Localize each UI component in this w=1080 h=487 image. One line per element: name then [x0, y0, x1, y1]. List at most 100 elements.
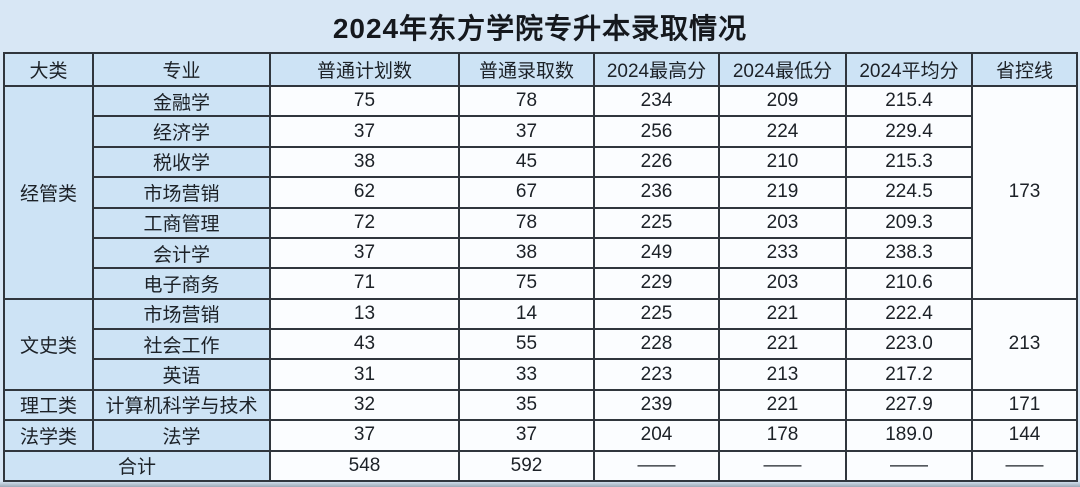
avg-score-cell: 215.4	[845, 84, 973, 118]
max-score-cell: 226	[593, 145, 720, 179]
plan-count-cell: 72	[269, 206, 460, 239]
max-score-cell: 225	[593, 297, 720, 331]
min-score-cell: 213	[718, 358, 847, 391]
table-row: 经济学 37 37 256 224 229.4	[4, 115, 1077, 148]
category-cell: 法学类	[3, 419, 94, 452]
table-row: 社会工作 43 55 228 221 223.0	[4, 327, 1077, 361]
max-score-cell: 225	[593, 206, 720, 239]
major-cell: 市场营销	[92, 176, 271, 209]
major-cell: 英语	[92, 358, 271, 391]
admit-count-cell: 37	[458, 419, 595, 452]
plan-count-cell: 43	[269, 327, 460, 361]
page-title: 2024年东方学院专升本录取情况	[332, 13, 748, 44]
total-max-score-cell: ——	[593, 449, 720, 482]
min-score-cell: 221	[718, 327, 847, 361]
header-cell-control-line: 省控线	[971, 52, 1078, 87]
header-cell-avg-score: 2024平均分	[845, 52, 973, 87]
category-cell: 理工类	[3, 388, 94, 422]
min-score-cell: 203	[718, 267, 847, 300]
avg-score-cell: 209.3	[845, 206, 973, 239]
table-row: 法学类 法学 37 37 204 178 189.0 144	[3, 419, 1078, 452]
control-line-cell: 144	[971, 419, 1078, 452]
plan-count-cell: 37	[269, 419, 460, 452]
admit-count-cell: 78	[458, 84, 595, 118]
min-score-cell: 233	[718, 236, 847, 270]
admit-count-cell: 38	[458, 236, 595, 270]
plan-count-cell: 62	[269, 176, 460, 209]
min-score-cell: 224	[718, 115, 847, 148]
control-line-cell: 213	[971, 297, 1078, 391]
header-cell-plan-count: 普通计划数	[269, 52, 460, 87]
major-cell: 工商管理	[92, 206, 271, 239]
admit-count-cell: 55	[458, 327, 595, 361]
table-row: 文史类 市场营销 13 14 225 221 222.4 213	[3, 297, 1078, 391]
total-control-line-cell: ——	[971, 449, 1078, 482]
avg-score-cell: 215.3	[845, 145, 973, 179]
avg-score-cell: 189.0	[845, 419, 973, 452]
avg-score-cell: 217.2	[845, 358, 973, 391]
max-score-cell: 239	[593, 388, 720, 422]
avg-score-cell: 222.4	[845, 297, 973, 331]
admit-count-cell: 78	[458, 206, 595, 239]
admit-count-cell: 14	[458, 297, 595, 331]
admit-count-cell: 45	[458, 145, 595, 179]
admit-count-cell: 75	[458, 267, 595, 300]
max-score-cell: 223	[593, 358, 720, 391]
header-cell-admit-count: 普通录取数	[458, 52, 595, 87]
control-line-cell: 171	[971, 388, 1078, 422]
control-line-cell: 173	[971, 85, 1078, 300]
table-row: 会计学 37 38 249 233 238.3	[4, 236, 1077, 270]
header-cell-min-score: 2024最低分	[718, 52, 847, 87]
plan-count-cell: 37	[269, 236, 460, 270]
total-plan-count-cell: 548	[269, 449, 460, 482]
admit-count-cell: 33	[458, 358, 595, 391]
major-cell: 经济学	[92, 115, 271, 148]
plan-count-cell: 31	[269, 358, 460, 391]
major-cell: 电子商务	[92, 267, 271, 300]
avg-score-cell: 227.9	[845, 388, 973, 422]
min-score-cell: 219	[718, 176, 847, 209]
header-cell-max-score: 2024最高分	[593, 52, 720, 87]
admissions-table: 大类 专业 普通计划数 普通录取数 2024最高分 2024最低分 2024平均…	[3, 52, 1078, 482]
header-cell-category: 大类	[3, 52, 94, 87]
table-row: 经管类 金融学 75 78 234 209 215.4 173	[3, 84, 1078, 300]
admit-count-cell: 67	[458, 176, 595, 209]
table-row: 电子商务 71 75 229 203 210.6	[4, 267, 1077, 300]
max-score-cell: 256	[593, 115, 720, 148]
major-cell: 会计学	[92, 236, 271, 270]
category-cell: 经管类	[3, 85, 94, 300]
min-score-cell: 221	[718, 297, 847, 331]
max-score-cell: 204	[593, 419, 720, 452]
max-score-cell: 229	[593, 267, 720, 300]
category-cell: 文史类	[3, 297, 94, 391]
header-cell-major: 专业	[92, 52, 271, 87]
plan-count-cell: 32	[269, 388, 460, 422]
total-avg-score-cell: ——	[845, 449, 973, 482]
max-score-cell: 228	[593, 327, 720, 361]
major-cell: 金融学	[92, 84, 271, 118]
major-cell: 法学	[92, 419, 271, 452]
table-row: 英语 31 33 223 213 217.2	[4, 358, 1077, 391]
admit-count-cell: 37	[458, 115, 595, 148]
max-score-cell: 249	[593, 236, 720, 270]
min-score-cell: 209	[718, 84, 847, 118]
total-min-score-cell: ——	[718, 449, 847, 482]
min-score-cell: 210	[718, 145, 847, 179]
header-row: 大类 专业 普通计划数 普通录取数 2024最高分 2024最低分 2024平均…	[3, 52, 1078, 87]
plan-count-cell: 38	[269, 145, 460, 179]
table-row: 理工类 计算机科学与技术 32 35 239 221 227.9 171	[3, 388, 1078, 422]
min-score-cell: 178	[718, 419, 847, 452]
major-cell: 税收学	[92, 145, 271, 179]
avg-score-cell: 210.6	[845, 267, 973, 300]
total-label-cell: 合计	[3, 449, 271, 482]
plan-count-cell: 37	[269, 115, 460, 148]
avg-score-cell: 238.3	[845, 236, 973, 270]
avg-score-cell: 223.0	[845, 327, 973, 361]
avg-score-cell: 229.4	[845, 115, 973, 148]
total-admit-count-cell: 592	[458, 449, 595, 482]
major-cell: 计算机科学与技术	[92, 388, 271, 422]
plan-count-cell: 13	[269, 297, 460, 331]
max-score-cell: 234	[593, 84, 720, 118]
table-row: 税收学 38 45 226 210 215.3	[4, 145, 1077, 179]
table-row: 工商管理 72 78 225 203 209.3	[4, 206, 1077, 239]
